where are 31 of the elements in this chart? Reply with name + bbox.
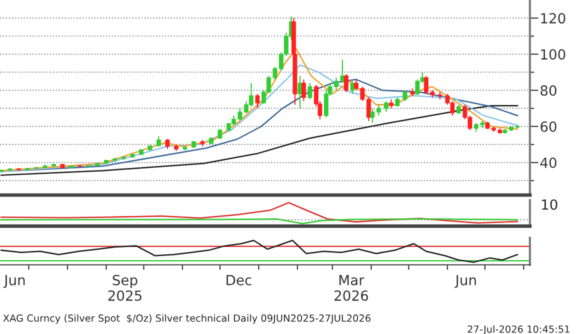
y-tick-label: 100 (541, 49, 566, 60)
x-tick-label: Dec (226, 275, 252, 286)
candlestick (415, 78, 420, 96)
candlestick (301, 78, 306, 102)
candlestick (384, 100, 388, 113)
candlestick (376, 104, 381, 116)
candlestick (298, 75, 302, 109)
candlestick (344, 73, 348, 93)
candlestick (255, 93, 260, 109)
y-tick-label: 120 (541, 13, 566, 24)
y-tick-label: 60 (540, 121, 556, 132)
candlestick (350, 80, 355, 94)
candlestick (156, 136, 161, 147)
candlestick (388, 98, 394, 109)
line-series (0, 104, 518, 176)
y-tick-label: 80 (540, 85, 556, 96)
candlestick (456, 104, 461, 114)
text: XAG Curncy (Silver Spot $/Oz) Silver technical Daily 09JUN2025-27JUL2026 (3, 314, 370, 324)
y-tick-label: 40 (540, 158, 556, 168)
candlestick (402, 90, 408, 102)
x-tick-label: Jun (3, 275, 25, 288)
x-tick-label: Jun (454, 275, 476, 288)
x-tick-label: Sep 2025 (108, 274, 142, 301)
candlestick (308, 82, 312, 100)
candlestick (370, 108, 375, 124)
candlestick (366, 96, 371, 122)
candlestick (218, 128, 222, 140)
text: 10 (542, 199, 558, 210)
candlestick (395, 96, 400, 108)
candlestick (165, 138, 170, 150)
x-tick-label: Mar 2026 (334, 275, 368, 301)
